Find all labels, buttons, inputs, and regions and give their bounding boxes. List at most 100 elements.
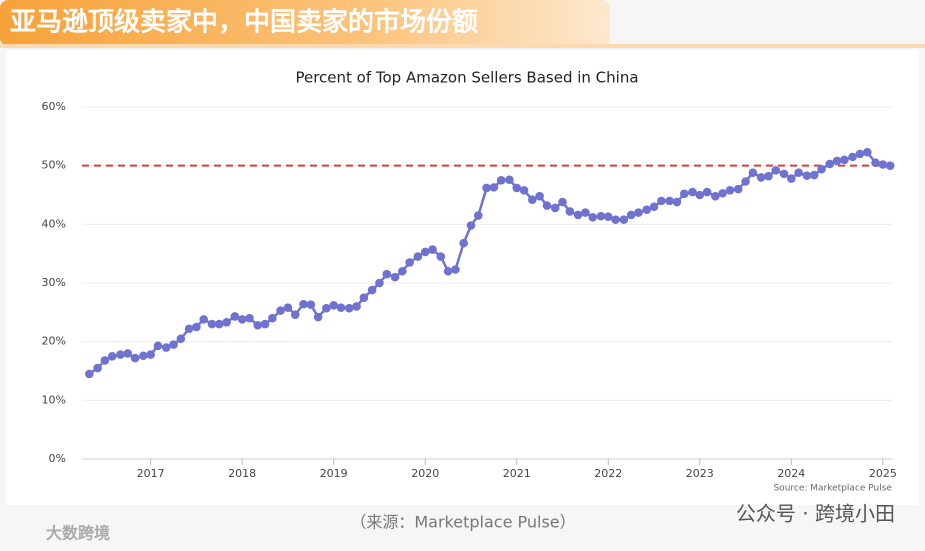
point <box>817 164 826 174</box>
point <box>794 168 803 178</box>
point <box>214 319 224 329</box>
point <box>725 186 735 195</box>
point <box>390 272 400 282</box>
point <box>336 303 346 312</box>
point <box>420 247 430 257</box>
point <box>848 152 857 162</box>
point <box>496 176 506 185</box>
point <box>809 170 819 180</box>
point <box>611 215 620 224</box>
point <box>505 175 514 185</box>
point <box>184 324 194 334</box>
y-tick-label: 60% <box>42 100 66 113</box>
point <box>451 265 460 274</box>
banner-title: 亚马逊顶级卖家中，中国卖家的市场份额 <box>10 7 478 38</box>
point <box>862 147 872 157</box>
y-tick-label: 50% <box>42 159 66 172</box>
point <box>665 196 674 206</box>
point <box>756 173 766 182</box>
point <box>573 210 583 220</box>
point <box>169 340 178 349</box>
point <box>535 191 544 201</box>
x-tick-label: 2021 <box>503 467 531 480</box>
point <box>512 183 522 193</box>
watermark: 公众号 · 跨境小田 <box>736 502 895 526</box>
point <box>237 315 247 324</box>
point <box>771 166 781 175</box>
point <box>398 266 407 276</box>
point <box>466 221 476 230</box>
y-tick-label: 0% <box>49 452 66 465</box>
chart-card <box>6 50 919 505</box>
point <box>367 285 377 295</box>
point <box>290 310 300 319</box>
point <box>603 212 613 222</box>
point <box>878 160 888 169</box>
point <box>832 156 842 166</box>
point <box>85 369 94 379</box>
point <box>436 252 446 261</box>
point <box>672 197 682 207</box>
point <box>322 303 331 313</box>
point <box>679 189 689 199</box>
point <box>855 149 865 159</box>
plot: 0% 10% 20% 30% 40% 50% 60% 2017 2018 2019 2020 2021… <box>42 100 897 480</box>
point <box>695 190 705 200</box>
point <box>649 202 659 212</box>
point <box>116 350 125 359</box>
point <box>688 187 697 197</box>
point <box>596 211 606 221</box>
banner <box>0 0 610 46</box>
y-tick-label: 10% <box>42 393 66 406</box>
point <box>885 161 895 170</box>
x-tick-label: 2017 <box>137 467 165 480</box>
point <box>260 319 270 329</box>
point <box>230 312 240 321</box>
banner-rule <box>0 44 925 48</box>
point <box>199 315 209 324</box>
point <box>642 205 652 214</box>
point <box>176 334 186 344</box>
watermark: 大数跨境 <box>46 524 110 543</box>
y-tick-label: 40% <box>42 217 66 230</box>
point <box>276 306 285 315</box>
x-tick-label: 2020 <box>411 467 439 480</box>
point <box>107 352 117 361</box>
point <box>634 208 643 217</box>
point <box>192 322 201 332</box>
caption: （来源：Marketplace Pulse） <box>350 513 575 532</box>
point <box>787 174 796 183</box>
point <box>711 191 720 201</box>
point <box>619 215 629 224</box>
point <box>657 196 666 206</box>
point <box>123 349 133 358</box>
point <box>459 238 468 248</box>
point <box>542 201 552 210</box>
y-tick-label: 20% <box>42 335 66 348</box>
point <box>581 208 590 217</box>
point <box>482 183 491 193</box>
point <box>558 197 567 207</box>
point <box>626 210 636 220</box>
point <box>702 187 712 197</box>
point <box>550 203 560 213</box>
point <box>840 155 849 165</box>
x-tick-label: 2018 <box>228 467 256 480</box>
point <box>528 195 537 204</box>
point <box>268 313 277 323</box>
point <box>565 207 575 216</box>
chart-title: Percent of Top Amazon Sellers Based in C… <box>295 69 638 87</box>
x-tick-label: 2025 <box>869 467 897 480</box>
point <box>779 169 789 179</box>
point <box>428 245 437 254</box>
point <box>489 183 499 192</box>
point <box>588 212 598 222</box>
point <box>130 353 140 363</box>
point <box>825 159 835 169</box>
x-tick-label: 2022 <box>594 467 622 480</box>
point <box>519 186 529 195</box>
point <box>871 158 880 168</box>
point <box>382 269 392 279</box>
x-tick-label: 2019 <box>320 467 348 480</box>
point <box>413 252 423 261</box>
